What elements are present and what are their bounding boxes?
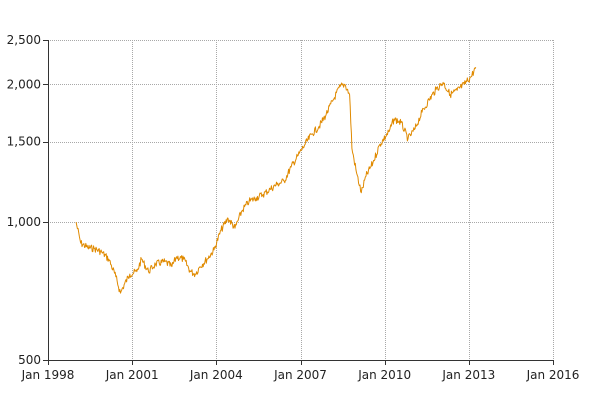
y-tick-label: 1,500 — [7, 135, 41, 149]
tick-label-layer: Jan 1998 Jan 2001 Jan 2004 Jan 2007 Jan 2010… — [7, 33, 580, 382]
y-tick-label: 500 — [18, 353, 41, 367]
x-tick-label: Jan 2013 — [441, 368, 495, 382]
x-tick-label: Jan 1998 — [21, 368, 75, 382]
price-series-line — [75, 66, 477, 294]
y-tick-label: 1,000 — [7, 215, 41, 229]
series-layer — [75, 66, 477, 294]
y-tick-label: 2,000 — [7, 77, 41, 91]
x-tick-label: Jan 2010 — [357, 368, 411, 382]
x-tick-label: Jan 2004 — [189, 368, 243, 382]
x-tick-label: Jan 2007 — [273, 368, 327, 382]
grid-layer — [48, 40, 554, 361]
x-tick-label: Jan 2001 — [105, 368, 159, 382]
axis-layer — [43, 40, 554, 365]
x-tick-label: Jan 2016 — [526, 368, 580, 382]
y-tick-label: 2,500 — [7, 33, 41, 47]
